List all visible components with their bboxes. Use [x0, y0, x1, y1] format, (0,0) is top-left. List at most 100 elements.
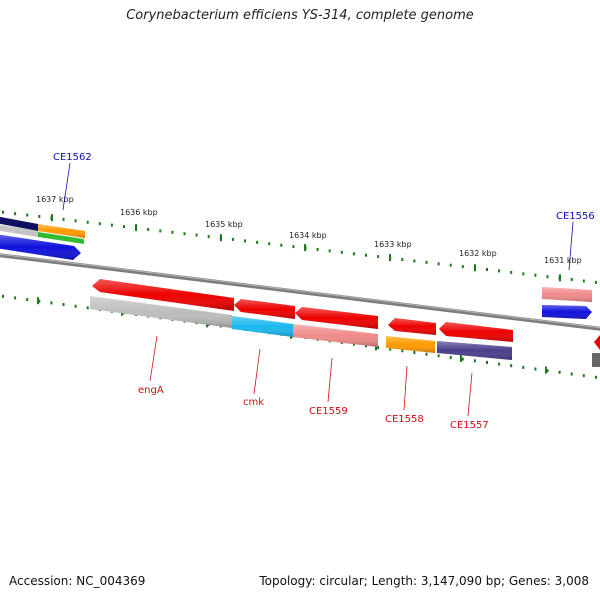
- gene-shade: [38, 224, 85, 238]
- forward-strand-features: [0, 216, 85, 260]
- minor-tick: [38, 215, 41, 218]
- minor-tick: [534, 367, 537, 371]
- minor-tick: [449, 263, 452, 267]
- label-CE1557[interactable]: CE1557: [450, 420, 489, 431]
- minor-tick: [510, 270, 513, 274]
- minor-tick: [522, 365, 525, 369]
- leader-CE1558: [403, 365, 408, 411]
- label-CE1559[interactable]: CE1559: [309, 406, 348, 417]
- tick-label-1631: 1631 kbp: [544, 256, 582, 265]
- gene-labels: engA cmk CE1559 CE1558 CE1557 CE1562 CE1…: [53, 152, 595, 431]
- minor-tick: [365, 344, 367, 348]
- tick-label-1636: 1636 kbp: [120, 208, 158, 217]
- major-tick: [304, 244, 306, 252]
- major-tick: [559, 274, 561, 282]
- label-CE1562[interactable]: CE1562: [53, 152, 92, 163]
- minor-tick: [594, 375, 597, 379]
- minor-tick: [14, 212, 17, 216]
- gene-shade: [293, 324, 378, 347]
- gene-feature-green[interactable]: [38, 232, 84, 244]
- label-engA[interactable]: engA: [138, 385, 164, 396]
- minor-tick: [159, 229, 162, 233]
- minor-tick: [38, 299, 41, 303]
- minor-tick: [461, 265, 464, 269]
- minor-tick: [582, 279, 585, 283]
- leader-engA: [149, 335, 158, 382]
- minor-tick: [413, 351, 416, 354]
- minor-tick: [292, 245, 295, 249]
- minor-tick: [425, 352, 428, 356]
- minor-tick: [231, 237, 234, 241]
- gene-edge-gray[interactable]: [592, 353, 600, 367]
- minor-tick: [425, 260, 428, 264]
- gene-shade: [388, 318, 436, 335]
- minor-tick: [14, 296, 17, 300]
- gene-edge-red[interactable]: [594, 335, 600, 350]
- minor-tick: [389, 347, 392, 351]
- gene-feature-gray-upper[interactable]: [0, 224, 38, 237]
- minor-tick: [449, 356, 452, 359]
- leader-CE1557: [467, 372, 473, 417]
- major-tick: [220, 234, 222, 242]
- label-cmk[interactable]: cmk: [243, 397, 264, 408]
- minor-tick: [352, 342, 355, 346]
- major-tick: [37, 297, 39, 305]
- leader-cmk: [253, 348, 261, 395]
- major-tick: [389, 254, 391, 262]
- minor-tick: [558, 370, 561, 374]
- gene-shade: [542, 287, 592, 302]
- leader-CE1562: [62, 162, 71, 211]
- minor-tick: [534, 273, 537, 277]
- minor-tick: [473, 359, 476, 363]
- tick-label-1635: 1635 kbp: [205, 220, 243, 229]
- minor-tick: [377, 346, 380, 349]
- minor-tick: [437, 262, 440, 266]
- tick-labels: 1637 kbp 1636 kbp 1635 kbp 1634 kbp 1633…: [36, 195, 582, 265]
- genome-backbone-highlight: [0, 253, 600, 329]
- minor-tick: [546, 369, 549, 373]
- leader-CE1556: [568, 221, 574, 271]
- minor-tick: [280, 243, 283, 247]
- minor-tick: [582, 374, 585, 378]
- label-CE1558[interactable]: CE1558: [385, 414, 424, 425]
- major-tick: [375, 343, 377, 351]
- minor-tick: [328, 249, 331, 253]
- topology-summary: Topology: circular; Length: 3,147,090 bp…: [259, 574, 589, 588]
- minor-tick: [510, 364, 513, 368]
- minor-tick: [401, 258, 404, 261]
- label-CE1556[interactable]: CE1556: [556, 211, 595, 222]
- minor-tick: [2, 294, 4, 298]
- tick-label-1632: 1632 kbp: [459, 249, 497, 258]
- gene-feature-navy[interactable]: [0, 216, 38, 231]
- major-tick: [474, 264, 476, 272]
- minor-tick: [546, 275, 549, 279]
- minor-tick: [486, 360, 488, 364]
- major-tick: [545, 366, 547, 374]
- minor-tick: [110, 223, 113, 227]
- minor-tick: [570, 278, 573, 281]
- minor-tick: [340, 250, 343, 254]
- gene-shade: [234, 299, 295, 319]
- minor-tick: [268, 242, 271, 246]
- right-features: [542, 287, 600, 367]
- minor-tick: [74, 219, 77, 223]
- major-tick: [135, 224, 137, 232]
- minor-tick: [26, 213, 29, 217]
- minor-tick: [486, 268, 488, 271]
- minor-tick: [147, 227, 150, 231]
- minor-tick: [62, 217, 65, 221]
- genome-backbone: [0, 253, 600, 331]
- minor-tick: [413, 259, 416, 263]
- minor-tick: [98, 222, 101, 226]
- gene-shade: [295, 307, 378, 329]
- map-title: Corynebacterium efficiens YS-314, comple…: [126, 8, 474, 23]
- minor-tick: [183, 232, 186, 236]
- minor-tick: [522, 272, 525, 276]
- minor-tick: [365, 253, 367, 257]
- tick-row-upper: [2, 210, 597, 284]
- minor-tick: [570, 372, 573, 376]
- minor-tick: [171, 230, 174, 234]
- minor-tick: [498, 362, 501, 366]
- minor-tick: [207, 235, 210, 239]
